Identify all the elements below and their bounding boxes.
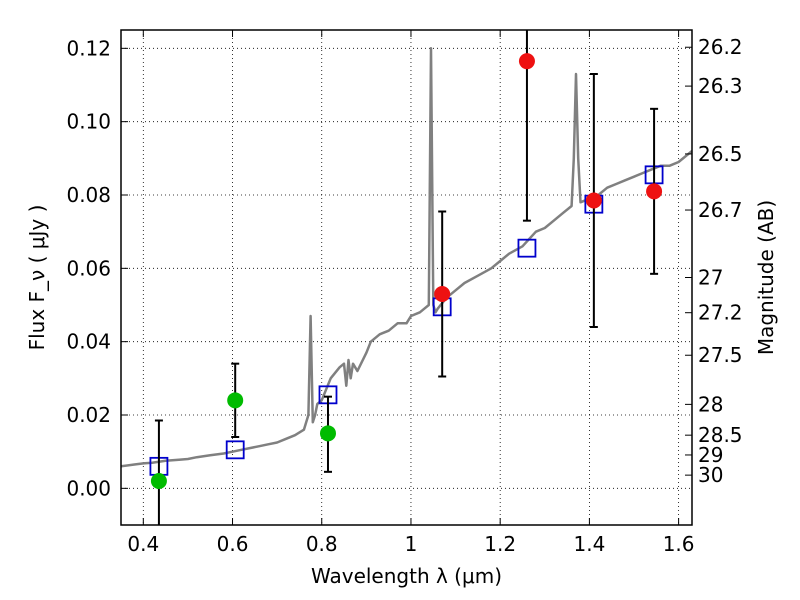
observed-flux-point [646, 183, 663, 200]
magnitude-tick-label: 26.3 [698, 74, 743, 98]
x-tick-label: 1.6 [663, 532, 695, 556]
x-tick-label: 1.2 [484, 532, 516, 556]
y-tick-label: 0.02 [66, 403, 111, 427]
tick-labels: 0.4 0.6 0.8 1 1.2 1.4 1.6 0.00 0.02 0.04 0.06 0.08 0… [66, 35, 742, 556]
y-tick-label: 0.08 [66, 183, 111, 207]
plot-area [121, 30, 692, 525]
x-tick-label: 0.8 [306, 532, 338, 556]
y-tick-label: 0.04 [66, 330, 111, 354]
observed-flux-point [434, 286, 451, 302]
magnitude-tick-label: 26.7 [698, 198, 743, 222]
y-tick-label: 0.10 [66, 110, 111, 134]
y2-axis-label: Magnitude (AB) [754, 200, 778, 355]
magnitude-tick-label: 29 [698, 443, 723, 467]
axis-ticks [121, 30, 692, 525]
model-flux-square [225, 440, 245, 460]
observed-flux-point [227, 392, 244, 409]
grid-lines [121, 30, 692, 525]
y-tick-label: 0.06 [66, 256, 111, 280]
x-tick-label: 0.4 [127, 532, 159, 556]
observed-flux-point [150, 473, 167, 489]
x-tick-label: 1.4 [573, 532, 605, 556]
x-tick-label: 0.6 [217, 532, 249, 556]
magnitude-tick-label: 27.2 [698, 301, 743, 325]
y-axis-label: Flux F_ν ( μJy ) [25, 205, 49, 351]
magnitude-tick-label: 30 [698, 463, 723, 487]
magnitude-tick-label: 27.5 [698, 343, 743, 367]
model-flux-square [517, 238, 537, 258]
plot-frame [120, 29, 693, 526]
model-spectrum-line [121, 47, 692, 468]
y-tick-label: 0.12 [66, 36, 111, 60]
magnitude-tick-label: 26.2 [698, 35, 743, 59]
x-tick-label: 1 [405, 532, 418, 556]
magnitude-tick-label: 28 [698, 392, 723, 416]
magnitude-tick-label: 28.5 [698, 423, 743, 447]
observed-flux-point [319, 425, 336, 442]
magnitude-tick-label: 27 [698, 266, 723, 290]
x-axis-label: Wavelength λ (μm) [311, 564, 502, 588]
observed-flux-point [518, 53, 535, 70]
magnitude-tick-label: 26.5 [698, 142, 743, 166]
observed-flux-point [585, 192, 602, 209]
y-tick-label: 0.00 [66, 476, 111, 500]
